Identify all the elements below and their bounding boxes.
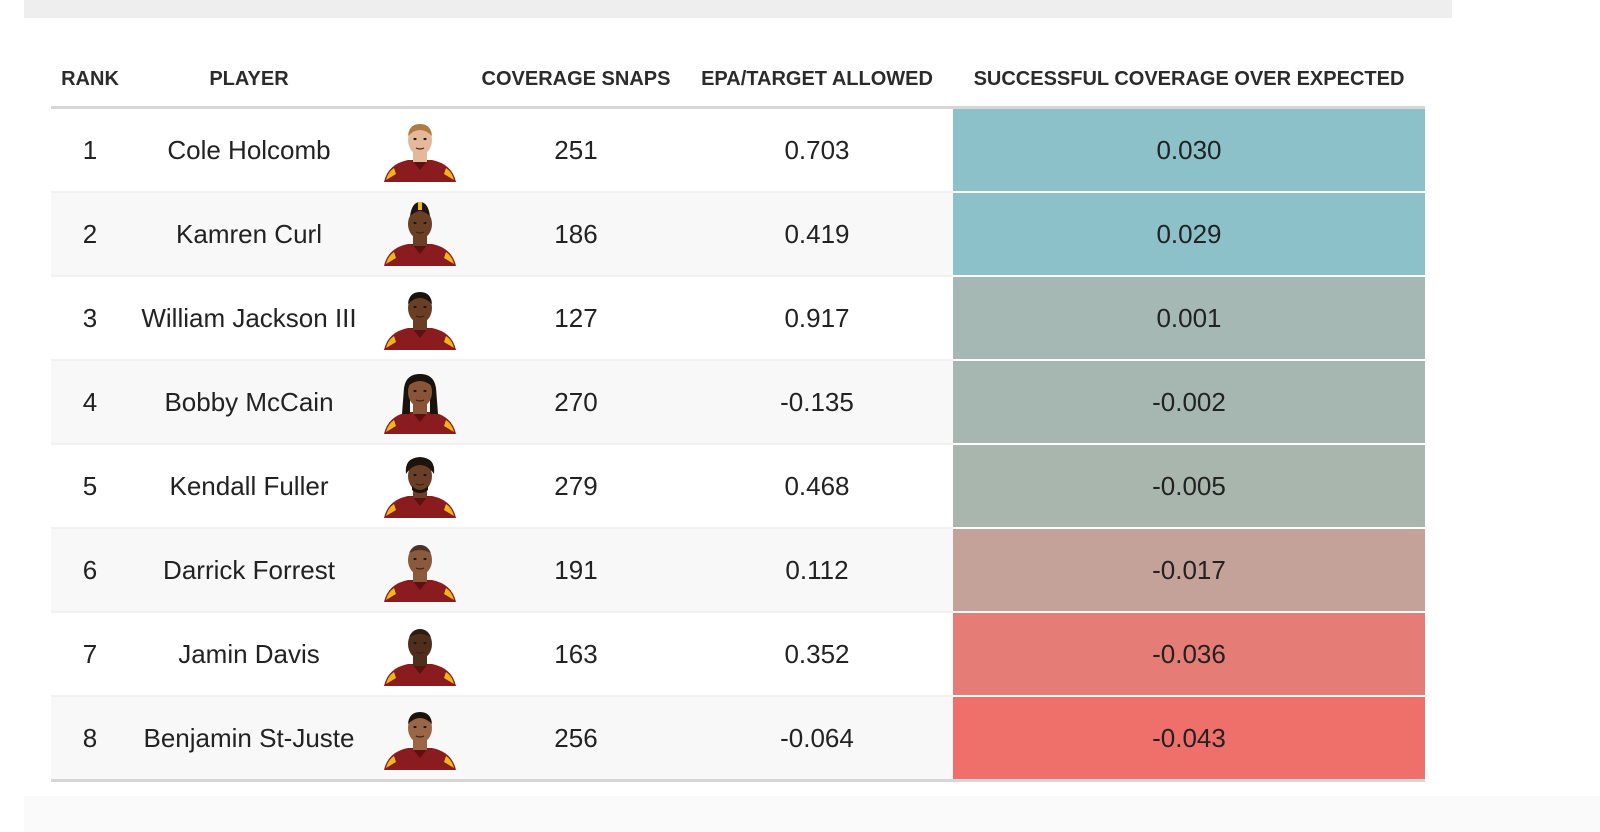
table-row: 6 Darrick Forrest 191 0.112 -0.017 [51, 528, 1425, 613]
coverage-snaps-cell: 251 [471, 107, 681, 193]
player-headshot-image [384, 545, 456, 602]
epa-cell: 0.112 [681, 528, 953, 613]
table-row: 5 Kendall Fuller 279 0.468 -0.005 [51, 444, 1425, 529]
coverage-over-expected-cell: -0.002 [953, 360, 1425, 445]
table-row: 2 Kamren Curl 186 0.419 0.029 [51, 192, 1425, 277]
coverage-over-expected-cell: -0.043 [953, 696, 1425, 782]
headshot-cell [369, 696, 471, 782]
coverage-snaps-cell: 163 [471, 612, 681, 697]
player-headshot-image [384, 124, 456, 182]
header-rank[interactable]: RANK [51, 52, 129, 109]
epa-cell: 0.917 [681, 276, 953, 361]
player-headshot-image [384, 712, 456, 770]
coverage-snaps-cell: 127 [471, 276, 681, 361]
coverage-over-expected-cell: -0.036 [953, 612, 1425, 697]
rank-cell: 7 [51, 612, 129, 697]
rank-cell: 5 [51, 444, 129, 529]
table-body: 1 Cole Holcomb 251 0.703 0.030 2 Kamren … [51, 107, 1425, 782]
rank-cell: 2 [51, 192, 129, 277]
headshot-cell [369, 360, 471, 445]
top-scroll-bar [24, 0, 1452, 18]
headshot-cell [369, 528, 471, 613]
coverage-snaps-cell: 191 [471, 528, 681, 613]
player-name: Darrick Forrest [129, 528, 369, 613]
player-name: Kamren Curl [129, 192, 369, 277]
epa-cell: 0.468 [681, 444, 953, 529]
headshot-cell [369, 107, 471, 193]
rank-cell: 6 [51, 528, 129, 613]
rank-cell: 4 [51, 360, 129, 445]
table-row: 1 Cole Holcomb 251 0.703 0.030 [51, 107, 1425, 193]
header-row: RANK PLAYER COVERAGE SNAPS EPA/TARGET AL… [51, 52, 1425, 109]
player-name: Kendall Fuller [129, 444, 369, 529]
player-name: Jamin Davis [129, 612, 369, 697]
player-name: William Jackson III [129, 276, 369, 361]
coverage-table: RANK PLAYER COVERAGE SNAPS EPA/TARGET AL… [51, 52, 1425, 782]
table-row: 8 Benjamin St-Juste 256 -0.064 -0.043 [51, 696, 1425, 782]
player-name: Bobby McCain [129, 360, 369, 445]
player-name: Cole Holcomb [129, 107, 369, 193]
headshot-cell [369, 444, 471, 529]
header-epa-target-allowed[interactable]: EPA/TARGET ALLOWED [681, 52, 953, 109]
table-row: 7 Jamin Davis 163 0.352 -0.036 [51, 612, 1425, 697]
headshot-cell [369, 192, 471, 277]
coverage-over-expected-cell: -0.017 [953, 528, 1425, 613]
header-successful-coverage[interactable]: SUCCESSFUL COVERAGE OVER EXPECTED [953, 52, 1425, 109]
player-headshot-image [384, 629, 456, 686]
table-row: 4 Bobby McCain 270 -0.135 -0.002 [51, 360, 1425, 445]
header-photo [369, 52, 471, 109]
coverage-snaps-cell: 279 [471, 444, 681, 529]
header-coverage-snaps[interactable]: COVERAGE SNAPS [471, 52, 681, 109]
rank-cell: 1 [51, 107, 129, 193]
epa-cell: 0.352 [681, 612, 953, 697]
rank-cell: 3 [51, 276, 129, 361]
rank-cell: 8 [51, 696, 129, 782]
player-headshot-image [384, 202, 456, 266]
epa-cell: -0.135 [681, 360, 953, 445]
coverage-snaps-cell: 256 [471, 696, 681, 782]
coverage-snaps-cell: 270 [471, 360, 681, 445]
header-player[interactable]: PLAYER [129, 52, 369, 109]
epa-cell: 0.419 [681, 192, 953, 277]
player-headshot-image [384, 374, 456, 434]
coverage-over-expected-cell: 0.001 [953, 276, 1425, 361]
epa-cell: -0.064 [681, 696, 953, 782]
epa-cell: 0.703 [681, 107, 953, 193]
coverage-over-expected-cell: 0.030 [953, 107, 1425, 193]
player-name: Benjamin St-Juste [129, 696, 369, 782]
coverage-table-container: RANK PLAYER COVERAGE SNAPS EPA/TARGET AL… [51, 52, 1425, 782]
coverage-over-expected-cell: -0.005 [953, 444, 1425, 529]
headshot-cell [369, 612, 471, 697]
player-headshot-image [384, 292, 456, 350]
player-headshot-image [384, 457, 456, 518]
table-row: 3 William Jackson III 127 0.917 0.001 [51, 276, 1425, 361]
coverage-over-expected-cell: 0.029 [953, 192, 1425, 277]
bottom-scroll-area [24, 796, 1600, 832]
headshot-cell [369, 276, 471, 361]
coverage-snaps-cell: 186 [471, 192, 681, 277]
